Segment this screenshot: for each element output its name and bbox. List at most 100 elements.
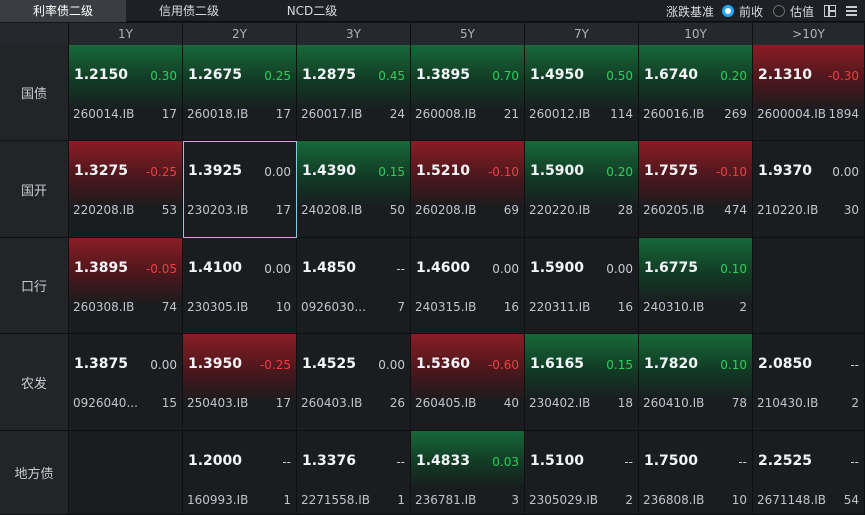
bond-code: 160993.IB <box>187 493 249 507</box>
yield-change: 0.50 <box>606 69 633 83</box>
basis-option-valuation[interactable]: 估值 <box>772 3 814 20</box>
radio-selected-icon[interactable] <box>721 5 734 17</box>
yield-change: 0.10 <box>720 358 747 372</box>
yield-value: 1.6740 <box>644 67 699 83</box>
row-label: 地方债 <box>0 431 69 515</box>
quote-cell[interactable]: 1.3376 -- 2271558.IB 1 <box>297 431 411 515</box>
tab-rates-secondary[interactable]: 利率债二级 <box>0 0 126 22</box>
yield-value: 1.2150 <box>74 67 129 83</box>
quote-cell[interactable]: 1.5900 0.20 220220.IB 28 <box>525 141 639 238</box>
yield-value: 2.2525 <box>758 453 813 469</box>
quote-cell[interactable]: 1.4950 0.50 260012.IB 114 <box>525 45 639 141</box>
bond-code: 260014.IB <box>73 107 135 121</box>
quote-cell[interactable]: 1.6740 0.20 260016.IB 269 <box>639 45 753 141</box>
yield-change: -- <box>738 455 747 469</box>
menu-icon[interactable] <box>846 5 857 17</box>
quote-cell[interactable]: 1.3895 0.70 260008.IB 21 <box>411 45 525 141</box>
bond-code: 2671148.IB <box>757 493 827 507</box>
trade-count: 18 <box>617 396 633 410</box>
tenor-header[interactable]: 3Y <box>297 23 411 45</box>
quote-cell[interactable]: 1.5900 0.00 220311.IB 16 <box>525 238 639 334</box>
trade-count: 54 <box>843 493 859 507</box>
bond-code: 2271558.IB <box>301 493 371 507</box>
yield-change: 0.20 <box>606 165 633 179</box>
tenor-header[interactable]: 2Y <box>183 23 297 45</box>
quote-cell[interactable]: 1.2675 0.25 260018.IB 17 <box>183 45 297 141</box>
radio-unselected-icon[interactable] <box>772 5 785 17</box>
quote-cell[interactable]: 1.3925 0.00 230203.IB 17 <box>183 141 297 238</box>
quote-cell[interactable]: 1.2150 0.30 260014.IB 17 <box>69 45 183 141</box>
yield-value: 1.4390 <box>302 163 357 179</box>
tenor-header[interactable]: 10Y <box>639 23 753 45</box>
trade-count: 53 <box>161 203 177 217</box>
quote-cell[interactable]: 1.5100 -- 2305029.IB 2 <box>525 431 639 515</box>
trade-count: 1894 <box>828 107 859 121</box>
yield-change: 0.45 <box>378 69 405 83</box>
bond-code: 230305.IB <box>187 300 249 314</box>
trade-count: 78 <box>731 396 747 410</box>
quote-cell[interactable]: 1.6165 0.15 230402.IB 18 <box>525 334 639 431</box>
bond-code: 260012.IB <box>529 107 591 121</box>
quote-cell[interactable]: 1.4600 0.00 240315.IB 16 <box>411 238 525 334</box>
bond-code: 240310.IB <box>643 300 705 314</box>
quote-cell[interactable]: 1.3275 -0.25 220208.IB 53 <box>69 141 183 238</box>
bond-code: 0926040... <box>73 396 138 410</box>
trade-count: 16 <box>503 300 519 314</box>
quote-cell[interactable]: 1.4850 -- 0926030... 7 <box>297 238 411 334</box>
header-corner <box>0 23 69 45</box>
quote-cell[interactable]: 1.3950 -0.25 250403.IB 17 <box>183 334 297 431</box>
quote-cell[interactable]: 1.2875 0.45 260017.IB 24 <box>297 45 411 141</box>
yield-value: 1.4950 <box>530 67 585 83</box>
yield-value: 1.2000 <box>188 453 243 469</box>
yield-value: 1.5100 <box>530 453 585 469</box>
trade-count: 2 <box>851 396 859 410</box>
yield-value: 1.5900 <box>530 163 585 179</box>
quote-cell[interactable] <box>753 238 865 334</box>
trade-count: 17 <box>275 107 291 121</box>
quote-cell[interactable]: 1.7500 -- 236808.IB 10 <box>639 431 753 515</box>
trade-count: 114 <box>610 107 633 121</box>
quote-cell[interactable]: 2.0850 -- 210430.IB 2 <box>753 334 865 431</box>
quote-cell[interactable]: 1.4525 0.00 260403.IB 26 <box>297 334 411 431</box>
tenor-header[interactable]: 5Y <box>411 23 525 45</box>
yield-value: 1.3376 <box>302 453 357 469</box>
quote-cell[interactable]: 1.2000 -- 160993.IB 1 <box>183 431 297 515</box>
quote-cell[interactable]: 1.3895 -0.05 260308.IB 74 <box>69 238 183 334</box>
yield-value: 1.6775 <box>644 260 699 276</box>
quote-cell[interactable] <box>69 431 183 515</box>
basis-option-prev-close[interactable]: 前收 <box>721 3 763 20</box>
yield-value: 1.5360 <box>416 356 471 372</box>
quote-cell[interactable]: 1.3875 0.00 0926040... 15 <box>69 334 183 431</box>
quote-cell[interactable]: 2.2525 -- 2671148.IB 54 <box>753 431 865 515</box>
tab-ncd-secondary[interactable]: NCD二级 <box>286 4 338 18</box>
quote-cell[interactable]: 1.6775 0.10 240310.IB 2 <box>639 238 753 334</box>
quote-cell[interactable]: 1.5360 -0.60 260405.IB 40 <box>411 334 525 431</box>
yield-change: -- <box>396 455 405 469</box>
quote-cell[interactable]: 1.4390 0.15 240208.IB 50 <box>297 141 411 238</box>
quote-cell[interactable]: 1.9370 0.00 210220.IB 30 <box>753 141 865 238</box>
yield-change: -- <box>850 455 859 469</box>
quote-cell[interactable]: 1.4833 0.03 236781.IB 3 <box>411 431 525 515</box>
yield-value: 2.1310 <box>758 67 813 83</box>
bond-code: 236808.IB <box>643 493 705 507</box>
quote-cell[interactable]: 1.4100 0.00 230305.IB 10 <box>183 238 297 334</box>
bond-code: 260405.IB <box>415 396 477 410</box>
tenor-header[interactable]: >10Y <box>753 23 865 45</box>
tenor-header[interactable]: 7Y <box>525 23 639 45</box>
trade-count: 16 <box>617 300 633 314</box>
bond-code: 210430.IB <box>757 396 819 410</box>
trade-count: 69 <box>503 203 519 217</box>
quote-cell[interactable]: 1.7820 0.10 260410.IB 78 <box>639 334 753 431</box>
row-label: 国债 <box>0 45 69 141</box>
tab-credit-secondary[interactable]: 信用债二级 <box>158 4 219 18</box>
quote-cell[interactable]: 2.1310 -0.30 2600004.IB 1894 <box>753 45 865 141</box>
quote-cell[interactable]: 1.7575 -0.10 260205.IB 474 <box>639 141 753 238</box>
yield-value: 1.9370 <box>758 163 813 179</box>
bond-code: 210220.IB <box>757 203 819 217</box>
yield-change: -- <box>624 455 633 469</box>
row-label: 国开 <box>0 141 69 238</box>
layout-toggle-icon[interactable] <box>824 5 836 17</box>
bond-code: 260208.IB <box>415 203 477 217</box>
quote-cell[interactable]: 1.5210 -0.10 260208.IB 69 <box>411 141 525 238</box>
tenor-header[interactable]: 1Y <box>69 23 183 45</box>
